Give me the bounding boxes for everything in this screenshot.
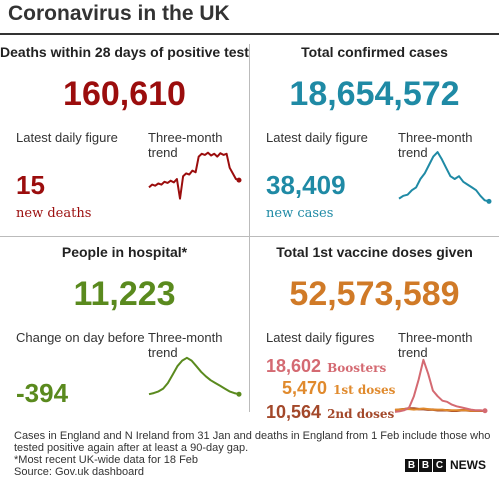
second-doses-value: 10,564 xyxy=(266,402,322,422)
footer-line-4: Source: Gov.uk dashboard xyxy=(14,466,145,478)
cases-daily-label: Latest daily figure xyxy=(266,130,368,145)
cases-trend-label: Three-month trend xyxy=(398,130,473,160)
cases-trend-chart xyxy=(398,151,492,204)
cases-panel: Total confirmed cases 18,654,572 Latest … xyxy=(250,40,499,230)
footer-line-3: *Most recent UK-wide data for 18 Feb xyxy=(14,454,199,466)
bbc-logo-c: C xyxy=(433,458,446,472)
hospital-daily-label: Change on day before xyxy=(16,330,145,345)
hospital-daily-value: -394 xyxy=(16,378,69,408)
cases-trend-end-dot xyxy=(486,198,492,204)
bbc-logo-b1: B xyxy=(405,458,418,472)
deaths-trend-end-dot xyxy=(236,177,242,183)
horizontal-divider xyxy=(0,236,499,237)
deaths-panel: Deaths within 28 days of positive test 1… xyxy=(0,40,249,230)
first-doses-label: 1st doses xyxy=(333,383,396,397)
vaccine-total: 52,573,589 xyxy=(289,275,460,313)
vaccine-trend-chart xyxy=(394,358,488,414)
vaccine-trend-label: Three-month trend xyxy=(398,330,473,360)
deaths-daily-label: Latest daily figure xyxy=(16,130,118,145)
boosters-trend-end-dot xyxy=(482,408,488,414)
deaths-daily-sub: new deaths xyxy=(16,206,92,221)
vaccine-title: Total 1st vaccine doses given xyxy=(276,244,473,260)
vertical-divider xyxy=(249,44,250,412)
hospital-trend-chart xyxy=(148,356,242,397)
cases-title: Total confirmed cases xyxy=(301,44,448,60)
footer-line-2: tested positive again after at least a 9… xyxy=(14,442,249,454)
second-doses-label: 2nd doses xyxy=(327,407,395,421)
cases-daily-value: 38,409 xyxy=(266,170,346,200)
deaths-trend-line xyxy=(148,151,240,200)
bbc-logo-news: NEWS xyxy=(450,458,486,472)
cases-trend-line xyxy=(398,151,490,203)
boosters-label: Boosters xyxy=(327,361,387,375)
first-doses-row: 5,470 1st doses xyxy=(282,378,395,399)
hospital-panel: People in hospital* 11,223 Change on day… xyxy=(0,240,249,430)
boosters-value: 18,602 xyxy=(266,356,322,376)
hospital-title: People in hospital* xyxy=(61,244,188,260)
first-doses-value: 5,470 xyxy=(282,378,328,398)
bbc-logo-b2: B xyxy=(419,458,432,472)
cases-total: 18,654,572 xyxy=(289,75,460,113)
hospital-trend-label: Three-month trend xyxy=(148,330,223,360)
deaths-trend-label: Three-month trend xyxy=(148,130,223,160)
page-title: Coronavirus in the UK xyxy=(8,2,230,25)
boosters-row: 18,602 Boosters xyxy=(266,356,386,377)
bbc-news-logo: B B C NEWS xyxy=(405,458,486,472)
first-doses-trend-line xyxy=(395,407,485,412)
boosters-trend-line xyxy=(394,358,486,413)
deaths-trend-chart xyxy=(148,151,242,200)
footer-notes: Cases in England and N Ireland from 31 J… xyxy=(14,430,494,478)
vaccine-daily-label: Latest daily figures xyxy=(266,330,375,345)
cases-daily-sub: new cases xyxy=(266,206,334,221)
hospital-trend-line xyxy=(148,356,240,396)
hospital-trend-end-dot xyxy=(236,391,242,397)
vaccine-panel: Total 1st vaccine doses given 52,573,589… xyxy=(250,240,499,430)
second-doses-row: 10,564 2nd doses xyxy=(266,402,394,423)
deaths-total: 160,610 xyxy=(63,75,186,113)
deaths-title: Deaths within 28 days of positive test xyxy=(0,44,249,60)
deaths-daily-value: 15 xyxy=(16,170,45,200)
title-rule xyxy=(0,33,499,35)
hospital-total: 11,223 xyxy=(73,275,176,313)
footer-line-1: Cases in England and N Ireland from 31 J… xyxy=(14,430,491,442)
